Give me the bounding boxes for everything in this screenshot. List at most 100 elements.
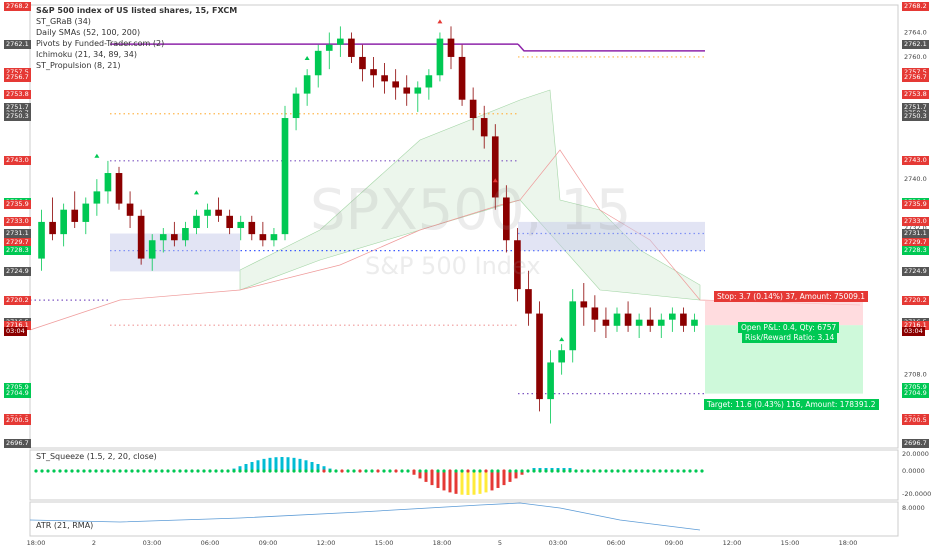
right-price-label: 2716.1 <box>902 320 929 330</box>
squeeze-bar <box>250 462 254 471</box>
squeeze-dot <box>94 469 98 473</box>
time-tick: 2 <box>92 539 96 547</box>
stop-label: Stop: 3.7 (0.14%) 37, Amount: 75009.1 <box>714 291 869 302</box>
squeeze-bar <box>292 457 296 471</box>
squeeze-dot <box>682 469 686 473</box>
indicator-pivots[interactable]: Pivots by Funded-Trader.com (2) <box>36 39 165 48</box>
squeeze-dot <box>442 469 446 473</box>
squeeze-dot <box>580 469 584 473</box>
squeeze-dot <box>184 469 188 473</box>
candle-body <box>270 234 278 241</box>
squeeze-dot <box>34 469 38 473</box>
squeeze-tick: -20.0000 <box>902 490 931 498</box>
right-price-label: 2762.1 <box>902 39 929 49</box>
squeeze-dot <box>418 469 422 473</box>
squeeze-dot <box>322 469 326 473</box>
squeeze-dot <box>346 469 350 473</box>
candle-body <box>381 75 388 82</box>
target-label: Target: 11.6 (0.43%) 116, Amount: 178391… <box>704 399 879 410</box>
squeeze-bar <box>472 471 476 495</box>
indicator-propulsion[interactable]: ST_Propulsion (8, 21) <box>36 61 121 70</box>
left-price-label: 2700.5 <box>4 416 31 425</box>
squeeze-dot <box>496 469 500 473</box>
pivot-levels <box>30 43 705 395</box>
candle-body <box>182 228 189 241</box>
squeeze-dot <box>52 469 56 473</box>
candle-body <box>71 209 79 222</box>
left-price-label: 2743.0 <box>4 156 31 166</box>
squeeze-dot <box>70 469 74 473</box>
squeeze-dot <box>334 469 338 473</box>
right-price-label: 2720.2 <box>902 295 929 305</box>
squeeze-dot <box>604 469 608 473</box>
squeeze-dot <box>226 469 230 473</box>
squeeze-dot <box>136 469 140 473</box>
squeeze-bar <box>274 457 278 471</box>
squeeze-bar <box>484 471 488 493</box>
squeeze-dot <box>340 469 344 473</box>
candle-body <box>193 215 200 229</box>
stop-zone <box>705 300 863 326</box>
left-price-label: 2704.9 <box>4 389 31 399</box>
squeeze-dot <box>142 469 146 473</box>
candle-body <box>680 313 687 326</box>
watermark-name: S&P 500 Index <box>365 252 541 280</box>
right-price-label: 2753.8 <box>902 90 929 100</box>
squeeze-dot <box>274 469 278 473</box>
candle-body <box>547 362 554 400</box>
left-price-label: 03:04 <box>4 327 27 337</box>
squeeze-bar <box>448 471 452 493</box>
candle-body <box>82 203 90 222</box>
squeeze-dot <box>178 469 182 473</box>
left-price-label: 2762.1 <box>4 39 31 49</box>
squeeze-dot <box>598 469 602 473</box>
atr-legend[interactable]: ATR (21, RMA) <box>36 521 94 530</box>
candle-body <box>646 319 654 326</box>
left-price-label: 2751.7 <box>4 103 31 113</box>
squeeze-dot <box>634 469 638 473</box>
squeeze-bar <box>238 466 242 471</box>
candle-body <box>403 87 411 94</box>
squeeze-dot <box>220 469 224 473</box>
indicator-grab[interactable]: ST_GRaB (34) <box>36 17 91 26</box>
squeeze-tick: 20.0000 <box>902 450 929 458</box>
left-price-label: 2757.5 <box>4 67 31 77</box>
squeeze-dot <box>514 469 518 473</box>
main-pane <box>29 4 899 449</box>
candle-body <box>525 289 532 314</box>
indicator-smas[interactable]: Daily SMAs (52, 100, 200) <box>36 28 141 37</box>
time-tick: 5 <box>498 539 502 547</box>
candle-body <box>480 118 488 137</box>
squeeze-dot <box>646 469 650 473</box>
time-tick: 06:00 <box>607 539 626 547</box>
squeeze-legend[interactable]: ST_Squeeze (1.5, 2, 20, close) <box>36 452 157 461</box>
squeeze-dot <box>622 469 626 473</box>
squeeze-dot <box>244 469 248 473</box>
squeeze-dot <box>328 469 332 473</box>
squeeze-dot <box>670 469 674 473</box>
squeeze-dot <box>88 469 92 473</box>
squeeze-dot <box>466 469 470 473</box>
squeeze-dot <box>700 469 704 473</box>
squeeze-dot <box>586 469 590 473</box>
time-tick: 15:00 <box>375 539 394 547</box>
time-tick: 18:00 <box>27 539 46 547</box>
candle-body <box>624 313 632 326</box>
squeeze-dot <box>304 469 308 473</box>
squeeze-bar <box>310 462 314 471</box>
indicator-ichimoku[interactable]: Ichimoku (21, 34, 89, 34) <box>36 50 137 59</box>
right-price-label: 2724.9 <box>902 266 929 276</box>
squeeze-bar <box>442 471 446 491</box>
sma-line-2 <box>517 43 705 52</box>
left-price-label: 2733.0 <box>4 217 31 227</box>
right-price-label: 2743.0 <box>902 156 929 166</box>
squeeze-dot <box>436 469 440 473</box>
squeeze-bar <box>520 471 524 475</box>
squeeze-dot <box>202 469 206 473</box>
time-tick: 18:00 <box>433 539 452 547</box>
left-price-label: 2716.1 <box>4 320 31 330</box>
candle-body <box>691 319 698 326</box>
squeeze-dot <box>238 469 242 473</box>
signal-triangle <box>193 190 199 195</box>
